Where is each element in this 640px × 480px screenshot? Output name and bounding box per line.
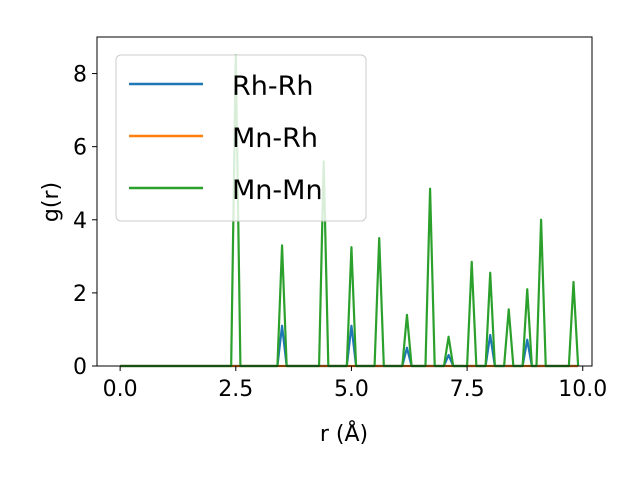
x-tick-label: 7.5 xyxy=(450,377,485,402)
x-tick-label: 2.5 xyxy=(218,377,253,402)
legend-label-rh-rh: Rh-Rh xyxy=(232,71,314,102)
y-tick-label: 8 xyxy=(73,63,87,88)
x-tick-label: 10.0 xyxy=(558,377,607,402)
legend-label-mn-mn: Mn-Mn xyxy=(232,175,323,206)
x-tick-label: 5.0 xyxy=(334,377,369,402)
plot-frame xyxy=(96,36,593,367)
ticks-layer: 0.0 2.5 5.0 7.5 10.0 0 2 4 6 8 xyxy=(73,63,607,402)
x-tick-label: 0.0 xyxy=(103,377,138,402)
legend: Rh-Rh Mn-Rh Mn-Mn xyxy=(115,54,367,222)
y-tick-label: 0 xyxy=(73,355,87,380)
legend-label-mn-rh: Mn-Rh xyxy=(232,123,318,154)
legend-box xyxy=(115,54,367,222)
y-axis-label: g(r) xyxy=(39,182,64,222)
y-tick-label: 6 xyxy=(73,136,87,161)
x-axis-label: r (Å) xyxy=(320,420,368,447)
axes-layer xyxy=(96,36,593,367)
y-tick-label: 2 xyxy=(73,282,87,307)
y-tick-label: 4 xyxy=(73,209,87,234)
